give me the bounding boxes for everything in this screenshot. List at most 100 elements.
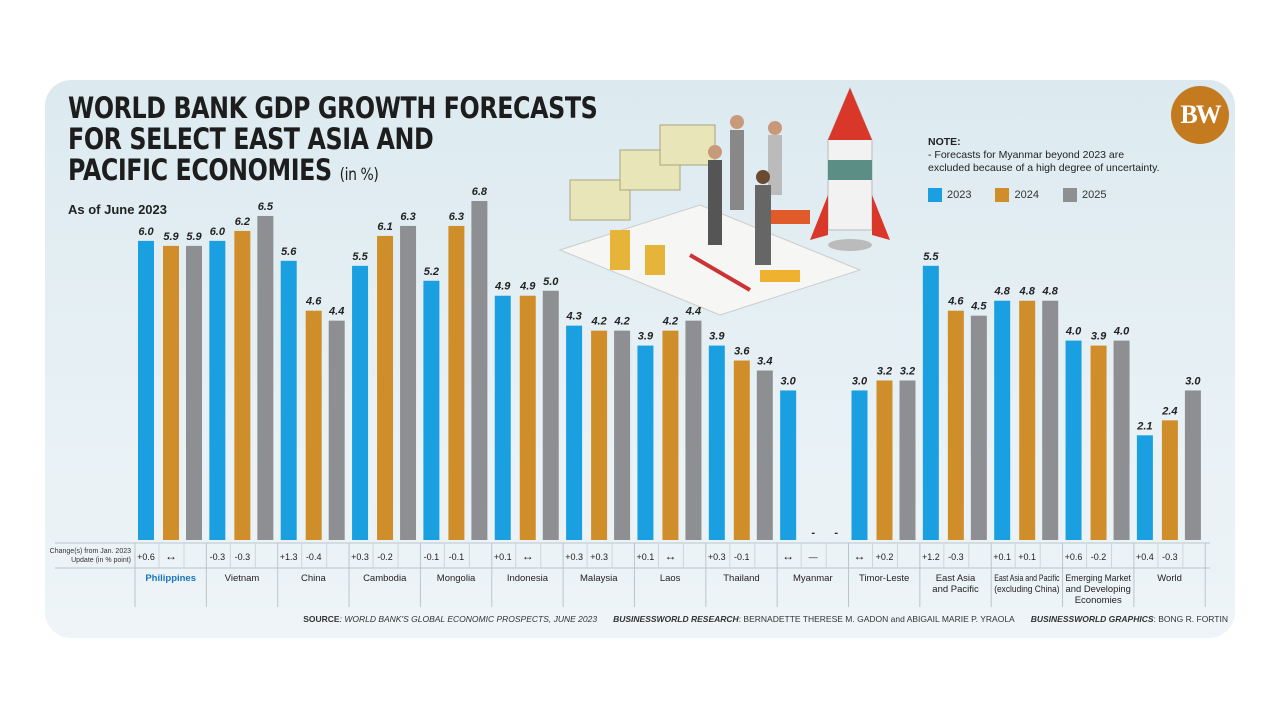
data-label: 4.8	[994, 286, 1011, 298]
change-value: ↔	[165, 549, 177, 563]
change-value: +0.3	[351, 552, 369, 562]
bar-2023	[708, 345, 725, 540]
chart-title: WORLD BANK GDP GROWTH FORECASTS FOR SELE…	[68, 93, 626, 191]
bar-2025	[542, 290, 559, 540]
data-label: 5.0	[543, 276, 559, 288]
source-label: SOURCE	[303, 614, 340, 624]
change-row-label: Change(s) from Jan. 2023 Update (in % poi…	[50, 548, 131, 564]
change-value: ↔	[522, 549, 534, 563]
bar-2025	[685, 320, 702, 540]
legend-swatch	[995, 188, 1010, 202]
data-label: 4.2	[590, 316, 606, 328]
category-label: Vietnam	[225, 573, 260, 584]
bar-2025	[1042, 300, 1059, 540]
data-label: 4.4	[685, 306, 701, 318]
rocket-icon	[810, 86, 890, 251]
data-label: 4.8	[1019, 286, 1036, 298]
category-label: (excluding China)	[994, 584, 1059, 595]
category-label: Economies	[1075, 595, 1122, 606]
change-value: +0.1	[494, 552, 512, 562]
bar-2024	[163, 245, 179, 540]
category-label: Philippines	[145, 573, 196, 584]
change-value: +0.2	[876, 552, 894, 562]
data-label: 5.2	[424, 266, 439, 278]
data-label: 4.5	[970, 301, 987, 313]
data-label: 6.3	[400, 211, 415, 223]
data-label: 2.4	[1161, 405, 1177, 417]
money-stack-icon	[569, 124, 716, 275]
category-label: World	[1157, 573, 1182, 584]
change-value: —	[809, 552, 818, 562]
category-label: and Developing	[1066, 584, 1131, 595]
graphics-text: : BONG R. FORTIN	[1153, 614, 1228, 624]
graphics-credit: BUSINESSWORLD GRAPHICS: BONG R. FORTIN	[1031, 614, 1228, 624]
bar-2024	[662, 330, 679, 540]
bar-2023	[994, 300, 1011, 540]
data-label: 2.1	[1136, 420, 1152, 432]
missing-value-label: -	[834, 527, 838, 539]
bar-2024	[234, 230, 251, 540]
category-label: Thailand	[723, 573, 759, 584]
change-value: +0.1	[1018, 552, 1036, 562]
data-label: 6.2	[235, 216, 250, 228]
note-text: - Forecasts for Myanmar beyond 2023 are …	[928, 149, 1160, 174]
bar-2024	[733, 360, 750, 540]
legend: 2023 2024 2025	[928, 188, 1106, 202]
data-label: 3.2	[877, 365, 892, 377]
illustration	[558, 86, 890, 316]
note: NOTE: - Forecasts for Myanmar beyond 202…	[928, 136, 1164, 175]
category-label: Indonesia	[507, 573, 549, 584]
change-value: -0.1	[424, 552, 440, 562]
bar-2025	[186, 245, 202, 540]
bar-2024	[876, 380, 893, 540]
data-label: 5.9	[186, 231, 202, 243]
data-label: 4.0	[1065, 326, 1082, 338]
source-text: : WORLD BANK'S GLOBAL ECONOMIC PROSPECTS…	[339, 614, 598, 624]
data-label: 4.9	[494, 281, 511, 293]
legend-label: 2023	[947, 189, 972, 201]
bar-2023	[1065, 340, 1082, 540]
legend-item: 2023	[928, 188, 971, 202]
research-text: : BERNADETTE THERESE M. GADON and ABIGAI…	[738, 614, 1015, 624]
change-value: -0.3	[1162, 552, 1178, 562]
title-line: FOR SELECT EAST ASIA AND	[68, 122, 434, 156]
category-label: Malaysia	[580, 573, 618, 584]
change-value: -0.3	[948, 552, 964, 562]
change-value: +1.3	[280, 552, 298, 562]
category-label: East Asia	[936, 573, 976, 584]
data-label: 3.9	[1091, 331, 1107, 343]
change-value: -0.2	[377, 552, 393, 562]
bar-2025	[614, 330, 631, 540]
title-line: PACIFIC ECONOMIES	[68, 153, 332, 187]
bar-2023	[352, 265, 369, 540]
category-label: Mongolia	[437, 573, 476, 584]
bar-2024	[305, 310, 322, 540]
research-credit: BUSINESSWORLD RESEARCH: BERNADETTE THERE…	[613, 614, 1015, 624]
bar-2025	[1113, 340, 1130, 540]
change-value: -0.3	[210, 552, 226, 562]
change-value: +0.3	[708, 552, 726, 562]
bar-2023	[637, 345, 654, 540]
data-label: 3.0	[852, 375, 868, 387]
bar-2024	[519, 295, 536, 540]
change-value: +1.2	[922, 552, 940, 562]
data-label: 3.2	[900, 365, 915, 377]
data-label: 4.6	[947, 296, 964, 308]
data-label: 3.0	[1185, 375, 1201, 387]
data-label: 3.4	[757, 356, 772, 368]
bar-2023	[138, 240, 154, 540]
businessworld-logo: BW	[1171, 86, 1229, 144]
bars: 6.0 5.9 5.9 6.0 6.2 6.5 5.6 4.6 4.4 5.5 6.1 6.3 5.2 6…	[138, 186, 1201, 541]
category-label: Timor-Leste	[859, 573, 909, 584]
data-label: 4.9	[519, 281, 536, 293]
footer: SOURCE: WORLD BANK'S GLOBAL ECONOMIC PRO…	[303, 614, 1228, 624]
data-label: 6.8	[472, 186, 488, 198]
data-label: 6.0	[138, 226, 154, 238]
legend-swatch	[928, 188, 942, 202]
data-label: 6.0	[210, 226, 226, 238]
change-value: +0.3	[565, 552, 583, 562]
bar-2023	[851, 390, 868, 540]
change-value: +0.6	[137, 552, 155, 562]
title-unit: (in %)	[339, 165, 379, 185]
